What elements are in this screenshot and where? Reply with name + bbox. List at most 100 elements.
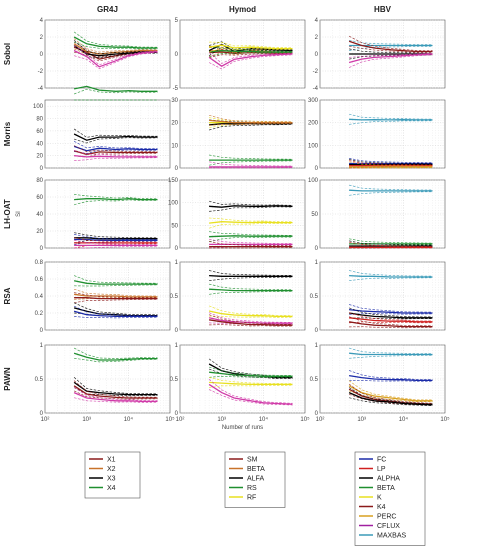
series-bound-lower [74,316,158,319]
series-bound-lower [349,120,433,125]
legend-entry-x4: X4 [107,485,116,492]
legend-frame [224,451,286,508]
series-line [208,319,293,326]
y-tick-label: 100 [33,104,44,110]
series-bound-lower [209,160,293,166]
series-line [348,321,433,328]
legend-entry-k4: K4 [377,504,386,511]
y-tick-label: 1 [40,343,44,349]
series-line [73,133,158,141]
series-bound-upper [349,158,433,163]
legend-entry-k: K [377,495,382,502]
series-bound-lower [74,245,158,249]
series-line [73,50,158,68]
series-bound-upper [349,161,433,167]
panel-hymod-rsa: 00.51 [170,260,306,334]
series-line [209,49,293,53]
series-bound-upper [349,270,433,277]
y-tick-label: 0.5 [170,377,179,383]
series-bound-lower [74,297,158,300]
series-line [348,374,433,382]
x-tick-label: 10⁵ [300,416,310,423]
y-tick-label: 1 [315,343,319,349]
y-tick-label: -4 [313,86,319,92]
series-bound-upper [209,114,293,123]
series-bound-lower [74,284,158,287]
legend-entry-fc: FC [377,457,386,464]
series-line [208,53,293,67]
y-tick-label: 0 [175,166,179,172]
series-bound-upper [209,154,293,160]
series-bound-upper [209,238,293,244]
row-title-rsa: RSA [3,287,12,304]
series-bound-lower [349,321,433,324]
series-bound-lower [349,326,433,329]
legend-hbv: FC LP ALPHA BETA K K4 PERC CFLUX MAXBAS [354,451,426,546]
series-bound-lower [349,380,433,382]
legend-frame [354,451,426,546]
y-tick-label: 0 [40,52,44,58]
series-line [349,308,433,314]
y-tick-label: 50 [171,223,178,229]
x-tick-label: 10³ [82,417,91,423]
y-tick-label: -5 [173,86,179,92]
series-bound-upper [73,31,158,48]
series-bound-lower [209,276,293,282]
series-bound-lower [348,54,433,68]
series-line [208,383,293,405]
x-tick-label: 10⁴ [399,416,409,423]
series-bound-upper [208,312,293,323]
series-line [73,385,158,399]
legend-entry-cflux: CFLUX [377,523,400,530]
series-line [73,36,158,49]
y-tick-label: 0 [40,246,44,252]
y-tick-label: 20 [36,229,43,235]
series-line [209,274,293,277]
legend-hymod: SM BETA ALFA RS RF [224,451,286,508]
series-bound-upper [73,40,158,55]
series-bound-upper [209,241,293,247]
series-bound-upper [349,312,433,322]
series-line [73,392,158,403]
y-tick-label: 0 [315,166,319,172]
y-tick-label: 20 [36,154,43,160]
series-line [348,385,433,402]
row-title-lh-oat: LH-OAT [3,199,12,229]
series-bound-upper [209,283,293,291]
series-bound-lower [209,52,293,58]
series-line [208,317,293,324]
series-bound-upper [348,380,433,401]
panel-gr4j-pawn: 0 0.5 1 10² 10³ 10⁴ 10⁵ [35,343,175,423]
series-line [209,371,293,377]
panel-frame [319,99,446,169]
series-bound-upper [74,292,158,299]
series-bound-lower [74,299,158,304]
row-title-morris: Morris [3,121,12,146]
series-bound-upper [74,194,158,200]
series-bound-lower [208,47,293,53]
series-bound-lower [73,88,158,95]
series-bound-upper [73,128,158,138]
series-line [73,145,158,152]
series-line [209,119,293,124]
y-tick-label: 300 [308,98,319,104]
series-bound-upper [348,383,433,404]
series-bound-lower [349,277,433,282]
series-bound-lower [349,313,433,316]
series-bound-lower [74,357,158,363]
series-bound-upper [73,45,158,66]
y-tick-label: 1 [175,260,179,266]
series-bound-lower [74,199,158,206]
y-tick-label: 80 [36,117,43,123]
series-bound-upper [208,314,293,325]
series-line [209,221,293,224]
x-tick-label: 10² [176,417,185,423]
series-bound-upper [209,270,293,276]
series-line [74,238,158,241]
series-bound-upper [349,52,433,58]
series-bound-lower [208,54,293,70]
legend-entry-perc: PERC [377,514,396,521]
panel-hymod-morris: 0 10 20 30 [171,98,306,172]
y-tick-label: 40 [36,212,43,218]
y-axis-label: SI [16,211,22,217]
